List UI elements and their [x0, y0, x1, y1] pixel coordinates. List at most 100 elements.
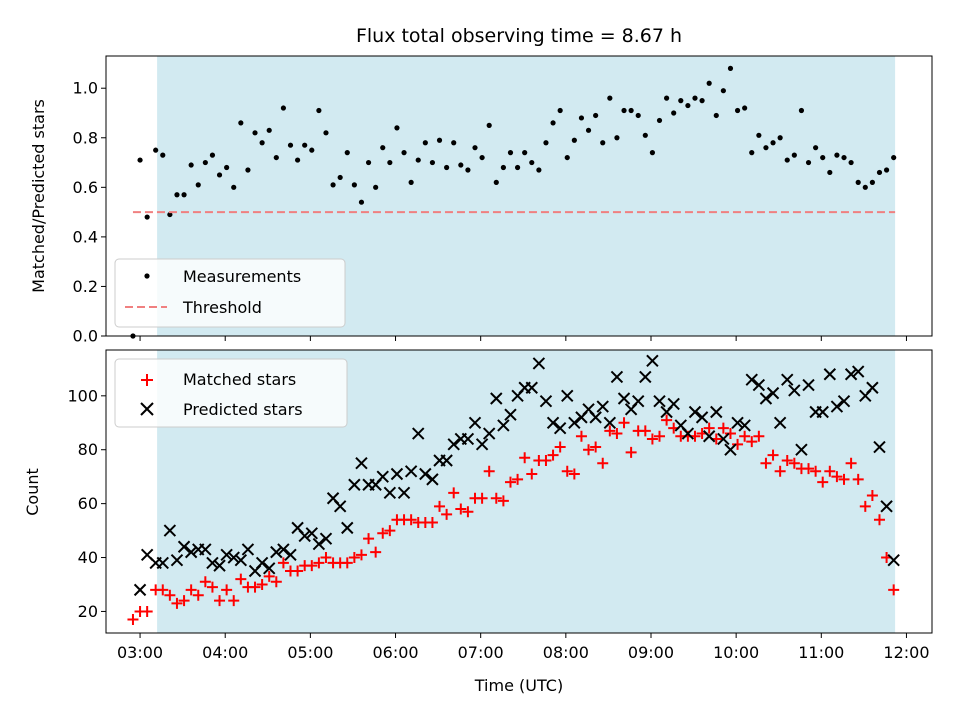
- measurement-point: [656, 117, 663, 124]
- legend-predicted-label: Predicted stars: [183, 400, 303, 419]
- x-tick-label: 10:00: [713, 643, 759, 662]
- predicted-star-point: [589, 411, 602, 424]
- matched-star-point: [263, 570, 275, 582]
- predicted-star-point: [866, 381, 879, 394]
- measurement-point: [486, 122, 492, 128]
- predicted-star-point: [546, 416, 560, 429]
- measurement-point: [266, 127, 272, 133]
- measurement-point: [692, 95, 698, 101]
- bottom-legend: Matched stars Predicted stars: [114, 358, 348, 428]
- predicted-star-point: [177, 540, 191, 553]
- matched-star-point: [370, 546, 382, 558]
- bot-y-tick-label: 100: [67, 386, 98, 405]
- matched-star-point: [703, 422, 715, 434]
- measurement-point: [429, 159, 436, 166]
- bottom-panel: 20 40 60 80 100 03:00 04:00 05:00 06:00 07:00 08:…: [23, 349, 933, 695]
- measurement-point: [820, 154, 826, 161]
- matched-star-point: [483, 465, 495, 477]
- matched-star-point: [888, 584, 900, 596]
- measurement-point: [479, 154, 485, 161]
- measurement-point: [841, 154, 847, 161]
- matched-star-point: [590, 441, 602, 453]
- bottom-y-ticks: 20 40 60 80 100: [67, 386, 106, 621]
- bottom-y-axis-label: Count: [23, 468, 42, 516]
- measurement-point: [550, 120, 556, 126]
- predicted-star-point: [802, 378, 815, 392]
- measurement-point: [287, 142, 294, 148]
- predicted-star-point: [404, 465, 418, 478]
- matched-star-point: [476, 492, 488, 504]
- predicted-star-point: [561, 389, 574, 403]
- x-tick-label: 12:00: [883, 643, 929, 662]
- top-y-ticks: 0.0 0.2 0.4 0.6 0.8 1.0: [73, 79, 106, 346]
- matched-star-point: [625, 446, 637, 458]
- measurement-point: [202, 159, 208, 166]
- measurement-point: [685, 102, 691, 109]
- top-y-tick-label: 0.0: [73, 327, 98, 346]
- predicted-star-point: [270, 545, 283, 559]
- x-tick-label: 06:00: [372, 643, 418, 662]
- predicted-star-point: [568, 416, 581, 429]
- measurement-point: [770, 140, 776, 146]
- measurement-point: [444, 164, 450, 171]
- bottom-plot-frame: [105, 349, 933, 634]
- measurement-point: [805, 159, 812, 166]
- predicted-star-point: [681, 427, 695, 440]
- predicted-star-point: [525, 381, 538, 394]
- measurement-point: [337, 174, 343, 181]
- predicted-star-point: [688, 405, 702, 419]
- matched-star-point: [313, 557, 325, 569]
- top-legend: Measurements Threshold: [114, 258, 346, 328]
- matched-star-point: [661, 414, 673, 426]
- predicted-star-point: [277, 543, 290, 556]
- legend-matched-label: Matched stars: [183, 370, 296, 389]
- measurement-point: [763, 145, 769, 151]
- matched-star-point: [859, 500, 871, 512]
- matched-star-point: [270, 576, 282, 588]
- measurement-point: [699, 98, 705, 104]
- measurement-point: [635, 112, 641, 119]
- measurement-point: [756, 132, 762, 138]
- measurement-point: [380, 145, 386, 151]
- measurement-point: [408, 179, 414, 185]
- predicted-star-point: [426, 473, 439, 486]
- measurement-point: [777, 135, 783, 141]
- x-tick-label: 04:00: [202, 643, 248, 662]
- matched-star-point: [348, 552, 360, 564]
- matched-star-point: [377, 527, 389, 539]
- matched-star-point: [873, 514, 885, 526]
- measurement-point: [614, 135, 620, 141]
- measurement-point: [742, 105, 748, 111]
- top-y-axis-label: Matched/Predicted stars: [29, 99, 48, 293]
- measurement-point: [649, 150, 656, 156]
- matched-star-point: [441, 508, 453, 520]
- x-tick-label: 03:00: [117, 643, 163, 662]
- measurement-point: [827, 169, 833, 176]
- predicted-star-point: [695, 411, 709, 424]
- measurement-point: [231, 184, 237, 190]
- matched-star-point: [803, 463, 815, 475]
- predicted-star-point: [355, 456, 368, 470]
- predicted-star-point: [873, 440, 886, 454]
- measurement-point: [720, 88, 726, 94]
- matched-star-point: [192, 589, 204, 601]
- measurement-point: [593, 112, 599, 119]
- measurement-point: [678, 98, 684, 104]
- measurement-point: [302, 142, 308, 148]
- matched-star-point: [732, 438, 744, 450]
- measurement-point: [153, 147, 159, 153]
- predicted-star-point: [220, 548, 233, 562]
- measurement-point: [245, 167, 251, 173]
- predicted-star-point: [759, 392, 773, 405]
- measurement-point: [472, 145, 478, 151]
- predicted-star-point: [752, 378, 766, 392]
- predicted-star-point: [170, 554, 184, 567]
- measurement-point: [621, 107, 627, 114]
- matched-star-point: [547, 449, 559, 461]
- measurement-point: [330, 182, 336, 188]
- predicted-star-point: [255, 556, 269, 570]
- matched-star-point: [845, 457, 857, 469]
- top-y-tick-label: 0.2: [73, 277, 98, 296]
- predicted-star-point: [341, 521, 354, 535]
- matched-star-point: [540, 455, 552, 467]
